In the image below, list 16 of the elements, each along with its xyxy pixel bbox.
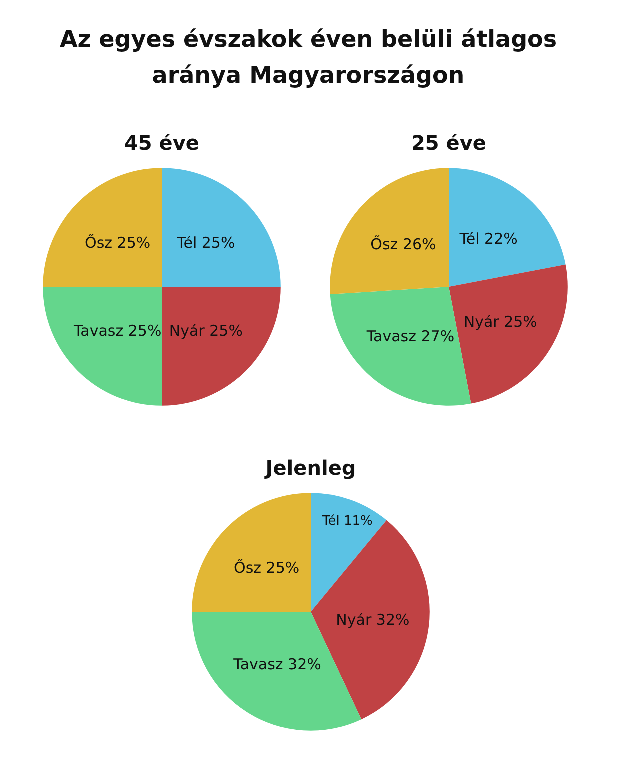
chart-subtitle: 25 éve [412, 131, 486, 155]
slice-label: Nyár 32% [336, 610, 410, 629]
chart-subtitle: 45 éve [124, 131, 200, 155]
slice-label: Ősz 25% [234, 558, 300, 577]
chart-subtitle: Jelenleg [264, 456, 356, 480]
slice-label: Tél 22% [458, 230, 518, 248]
slice-label: Tavasz 27% [366, 327, 455, 346]
chart-title: Az egyes évszakok éven belüli átlagos aránya Magyarországon [58, 26, 558, 91]
slice-label: Tél 25% [176, 234, 236, 252]
slice-label: Nyár 25% [169, 322, 243, 340]
slice-label: Ősz 26% [370, 235, 436, 254]
slice-label: Tél 11% [321, 514, 373, 529]
slice-label: Ősz 25% [85, 234, 151, 252]
slice-label: Nyár 25% [464, 313, 538, 332]
slice-label: Tavasz 25% [72, 322, 162, 340]
slice-label: Tavasz 32% [232, 656, 322, 674]
